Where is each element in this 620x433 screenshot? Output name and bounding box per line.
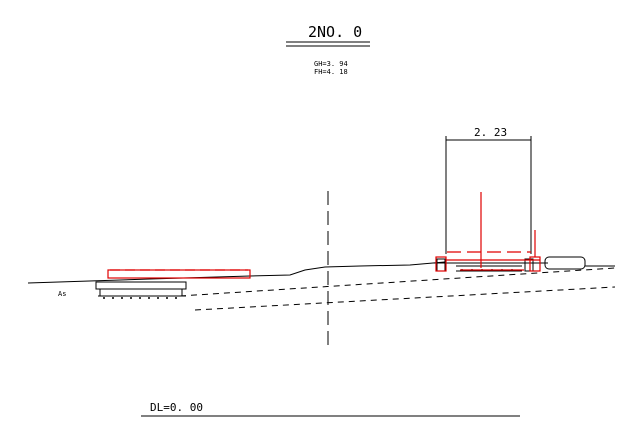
section-title: 2NO. 0 bbox=[308, 23, 362, 41]
formation-dashed-lower bbox=[194, 286, 616, 311]
fh-label: FH=4. 18 bbox=[314, 68, 348, 76]
left-label: As bbox=[58, 290, 66, 298]
right-proposed bbox=[435, 192, 541, 272]
width-dimension: 2. 23 bbox=[474, 126, 507, 139]
right-structure bbox=[433, 256, 615, 272]
formation-dashed-upper bbox=[179, 267, 616, 297]
left-slab bbox=[95, 281, 187, 290]
left-proposed bbox=[107, 269, 251, 279]
datum-label: DL=0. 00 bbox=[150, 401, 203, 414]
right-curb-block bbox=[544, 256, 586, 270]
existing-ground-line bbox=[27, 261, 446, 284]
right-proposed-kerb-left bbox=[435, 256, 447, 272]
gh-label: GH=3. 94 bbox=[314, 60, 348, 68]
left-structure bbox=[95, 281, 187, 299]
